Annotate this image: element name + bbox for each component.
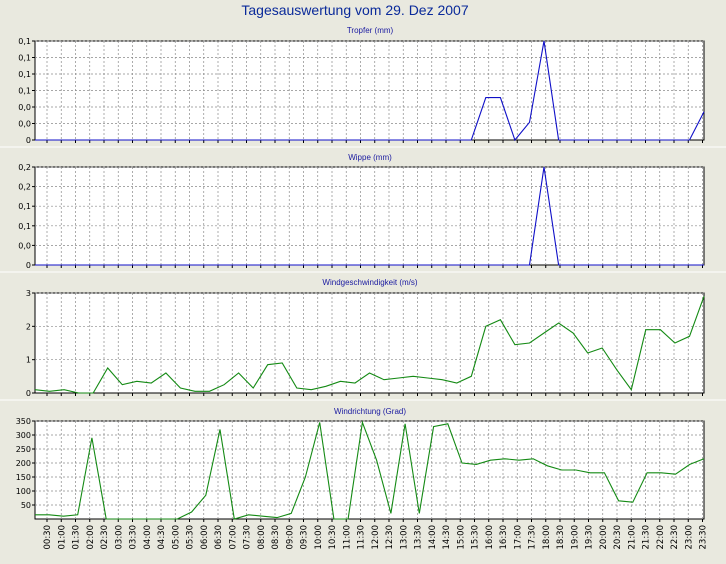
x-tick-label: 21:30 <box>642 525 652 550</box>
x-tick-label: 14:00 <box>428 525 438 550</box>
y-tick-label: 0 <box>26 389 31 398</box>
panel-title: Tropfer (mm) <box>347 26 394 35</box>
y-tick-label: 0,2 <box>18 183 31 192</box>
y-tick-label: 3 <box>26 289 31 298</box>
x-tick-label: 23:30 <box>699 525 709 550</box>
x-tick-label: 10:30 <box>328 525 338 550</box>
x-tick-label: 20:00 <box>599 525 609 550</box>
x-tick-label: 05:00 <box>171 525 181 550</box>
y-tick-label: 0,0 <box>18 120 31 129</box>
x-tick-label: 08:00 <box>257 525 267 550</box>
x-tick-label: 12:00 <box>371 525 381 550</box>
x-tick-label: 13:00 <box>399 525 409 550</box>
x-tick-label: 09:30 <box>300 525 310 550</box>
y-tick-label: 1 <box>26 356 31 365</box>
chart-panel-1: Tropfer (mm) 0 0,0 0,0 0,1 0,1 0,1 0,1 <box>0 26 726 148</box>
series-line <box>35 420 705 520</box>
x-tick-label: 21:00 <box>627 525 637 550</box>
x-tick-label: 17:00 <box>513 525 523 550</box>
y-tick-label: 50 <box>21 501 31 510</box>
y-tick-label: 0,1 <box>18 37 31 46</box>
y-tick-label: 0,1 <box>18 70 31 79</box>
x-tick-label: 15:30 <box>471 525 481 550</box>
panel-title: Windgeschwindigkeit (m/s) <box>322 278 417 287</box>
x-tick-label: 16:30 <box>499 525 509 550</box>
series-line <box>34 296 705 394</box>
y-tick-label: 0,1 <box>18 54 31 63</box>
y-tick-label: 0,1 <box>18 87 31 96</box>
series-line <box>35 40 705 142</box>
chart-panel-3: Windgeschwindigkeit (m/s) 0 1 2 3 <box>0 278 726 401</box>
x-tick-label: 10:00 <box>314 525 324 550</box>
y-tick-label: 200 <box>16 459 31 468</box>
x-tick-label: 08:30 <box>271 525 281 550</box>
x-tick-label: 02:30 <box>100 525 110 550</box>
x-tick-label: 14:30 <box>442 525 452 550</box>
plot-area <box>34 292 705 394</box>
x-tick-label: 03:00 <box>114 525 124 550</box>
y-tick-label: 2 <box>26 322 31 331</box>
x-tick-label: 12:30 <box>385 525 395 550</box>
y-tick-label: 0,0 <box>18 241 31 250</box>
y-tick-label: 300 <box>16 431 31 440</box>
x-tick-label: 01:00 <box>57 525 67 550</box>
x-tick-label: 11:30 <box>357 525 367 550</box>
x-tick-label: 06:00 <box>200 525 210 550</box>
x-tick-label: 02:00 <box>86 525 96 550</box>
y-tick-label: 0 <box>26 136 31 145</box>
x-tick-label: 04:30 <box>157 525 167 550</box>
x-tick-label: 17:30 <box>528 525 538 550</box>
x-tick-label: 16:00 <box>485 525 495 550</box>
chart-panel-2: Wippe (mm) 0 0,0 0,1 0,1 0,2 0,2 <box>0 153 726 273</box>
y-tick-label: 100 <box>16 487 31 496</box>
chart-panel-4: Windrichtung (Grad) 50 100 150 200 250 300 350 <box>16 407 705 522</box>
x-tick-label: 18:00 <box>542 525 552 550</box>
x-tick-label: 20:30 <box>613 525 623 550</box>
x-tick-label: 23:00 <box>684 525 694 550</box>
y-tick-label: 0,1 <box>18 222 31 231</box>
panel-title: Wippe (mm) <box>348 153 392 162</box>
y-tick-label: 0,0 <box>18 103 31 112</box>
plot-area <box>34 166 705 266</box>
x-tick-label: 19:30 <box>585 525 595 550</box>
x-tick-label: 07:30 <box>243 525 253 550</box>
y-tick-label: 350 <box>16 417 31 426</box>
x-tick-label: 18:30 <box>556 525 566 550</box>
x-tick-label: 01:30 <box>72 525 82 550</box>
x-tick-label: 07:00 <box>228 525 238 550</box>
x-tick-label: 19:00 <box>570 525 580 550</box>
panel-title: Windrichtung (Grad) <box>334 407 406 416</box>
x-tick-label: 22:30 <box>670 525 680 550</box>
y-tick-label: 150 <box>16 473 31 482</box>
x-tick-label: 22:00 <box>656 525 666 550</box>
x-tick-label: 00:30 <box>43 525 53 550</box>
x-tick-label: 04:00 <box>143 525 153 550</box>
x-tick-label: 03:30 <box>129 525 139 550</box>
series-line <box>35 166 704 266</box>
page-title: Tagesauswertung vom 29. Dez 2007 <box>241 2 468 18</box>
y-tick-label: 0,1 <box>18 202 31 211</box>
x-tick-label: 15:00 <box>456 525 466 550</box>
x-tick-label: 11:00 <box>342 525 352 550</box>
x-tick-label: 06:30 <box>214 525 224 550</box>
y-tick-label: 250 <box>16 445 31 454</box>
x-tick-label: 05:30 <box>186 525 196 550</box>
x-tick-label: 09:00 <box>285 525 295 550</box>
x-tick-label: 13:30 <box>414 525 424 550</box>
y-tick-label: 0,2 <box>18 163 31 172</box>
plot-area <box>34 420 705 520</box>
y-tick-label: 0 <box>26 261 31 270</box>
